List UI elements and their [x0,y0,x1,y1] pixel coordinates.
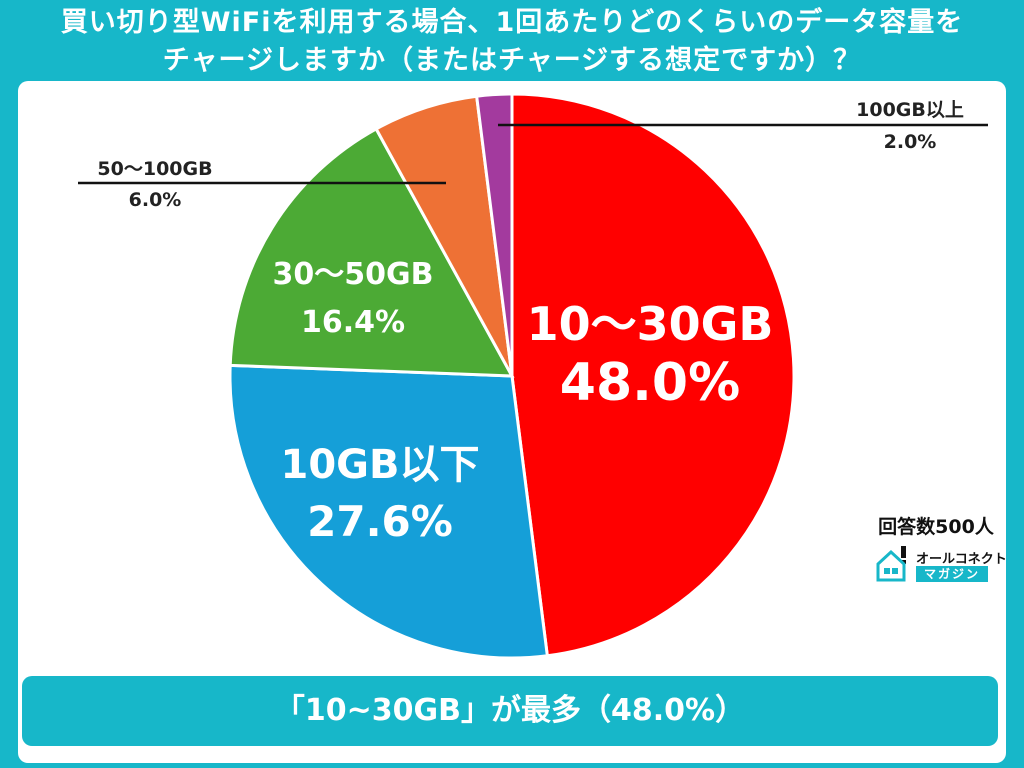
brand-logo: オールコネクト マガジン [876,546,1007,584]
pie-slice-10gb-or-less [228,363,550,660]
slice-value-10-30gb: 48.0% [560,353,740,413]
pie-slice-10-30gb [510,92,796,658]
slice-label-50-100gb: 50〜100GB [97,158,212,180]
respondent-count: 回答数500人 [878,516,994,538]
pie-slice-100gb-plus [474,92,514,377]
chart-title: 買い切り型WiFiを利用する場合、1回あたりどのくらいのデータ容量を チャージし… [0,4,1024,80]
chart-title-line-2: チャージしますか（またはチャージする想定ですか）？ [162,45,862,76]
slice-label-100gb-plus: 100GB以上 [856,99,964,121]
brand-name-top: オールコネクト [916,552,1007,567]
slice-value-10gb-or-less: 27.6% [307,497,453,546]
chart-title-line-1: 買い切り型WiFiを利用する場合、1回あたりどのくらいのデータ容量を [60,7,964,38]
slice-label-10gb-or-less: 10GB以下 [281,442,480,488]
pie-slice-30-50gb [228,126,515,378]
slice-label-10-30gb: 10〜30GB [527,297,774,351]
house-logo-icon [876,546,906,582]
slice-value-30-50gb: 16.4% [301,305,405,340]
slice-value-100gb-plus: 2.0% [884,131,937,153]
slice-label-30-50gb: 30〜50GB [273,257,434,292]
summary-banner: 「10~30GB」が最多（48.0%） [22,676,998,746]
slice-value-50-100gb: 6.0% [129,189,182,211]
brand-name-bottom: マガジン [916,566,989,582]
